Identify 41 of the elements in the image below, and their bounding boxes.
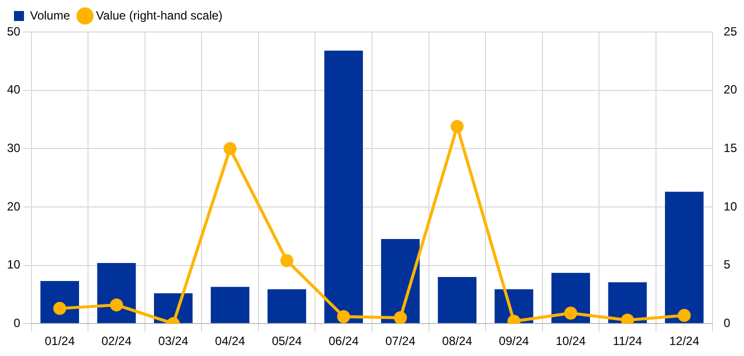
legend-label: Volume (30, 8, 70, 22)
x-tick-label: 09/24 (498, 334, 530, 348)
x-tick-label: 06/24 (328, 334, 359, 348)
y-tick-label: 20 (6, 199, 21, 214)
bar (438, 276, 476, 324)
point (450, 120, 464, 133)
y-tick-label: 10 (6, 258, 21, 272)
x-tick-label: 07/24 (385, 334, 416, 348)
x-tick-label: 01/24 (44, 334, 76, 348)
x-tick-label: 12/24 (669, 334, 700, 348)
point (678, 308, 691, 322)
y2-tick-label: 0 (724, 316, 731, 330)
point (110, 298, 124, 312)
x-tick-label: 02/24 (101, 334, 132, 348)
y-tick-label: 30 (6, 140, 21, 155)
legend-label: Value (right-hand scale) (96, 8, 223, 22)
x-tick-label: 04/24 (215, 334, 246, 348)
bar (97, 262, 136, 324)
y-tick-label: 0 (14, 316, 21, 330)
x-tick-label: 11/24 (612, 334, 642, 348)
y2-tick-label: 10 (724, 199, 738, 214)
x-tick-label: 08/24 (442, 334, 473, 348)
point (564, 306, 578, 320)
x-tick-label: 03/24 (158, 334, 189, 348)
bar (324, 50, 363, 324)
y-tick-label: 40 (6, 82, 21, 97)
y2-tick-label: 5 (724, 258, 731, 272)
y-tick-label: 50 (6, 24, 21, 38)
bar (210, 286, 250, 324)
point (394, 311, 407, 324)
point (620, 314, 634, 324)
x-tick-label: 05/24 (272, 334, 302, 348)
bar (664, 192, 704, 324)
bar (268, 289, 306, 324)
point (337, 310, 350, 324)
point (224, 142, 237, 156)
y2-tick-label: 15 (724, 140, 738, 155)
y2-tick-label: 20 (724, 82, 738, 97)
point (280, 254, 294, 268)
y2-tick-label: 25 (724, 24, 738, 38)
x-tick-label: 10/24 (556, 334, 586, 348)
